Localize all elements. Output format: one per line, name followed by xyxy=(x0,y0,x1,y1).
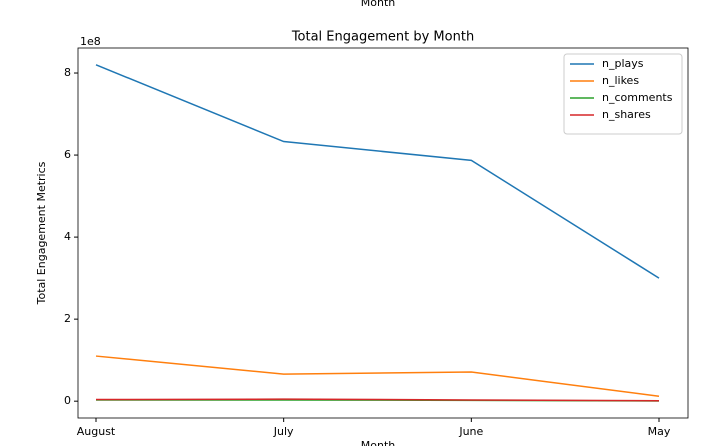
y-tick-label: 8 xyxy=(64,66,71,79)
x-tick-label: June xyxy=(458,425,483,438)
x-tick-label: August xyxy=(77,425,116,438)
y-offset-label: 1e8 xyxy=(80,35,101,48)
legend-label: n_plays xyxy=(602,57,644,70)
x-tick-label: May xyxy=(648,425,671,438)
legend-label: n_likes xyxy=(602,74,639,87)
legend-box xyxy=(563,53,683,135)
series-line xyxy=(95,355,660,398)
y-tick-label: 2 xyxy=(64,312,71,325)
y-tick-label: 4 xyxy=(64,230,71,243)
y-axis-label: Total Engagement Metrics xyxy=(35,161,48,305)
series-line xyxy=(95,64,660,279)
y-tick-label: 0 xyxy=(64,394,71,407)
legend-label: n_comments xyxy=(602,91,673,104)
y-tick-label: 6 xyxy=(64,148,71,161)
legend-label: n_shares xyxy=(602,108,651,121)
plot-frame xyxy=(77,47,689,419)
x-tick-label: July xyxy=(273,425,294,438)
series-line xyxy=(95,398,660,402)
x-axis-label: Month xyxy=(361,439,396,446)
chart-title: Total Engagement by Month xyxy=(291,30,474,45)
top-label: Month xyxy=(361,0,396,9)
